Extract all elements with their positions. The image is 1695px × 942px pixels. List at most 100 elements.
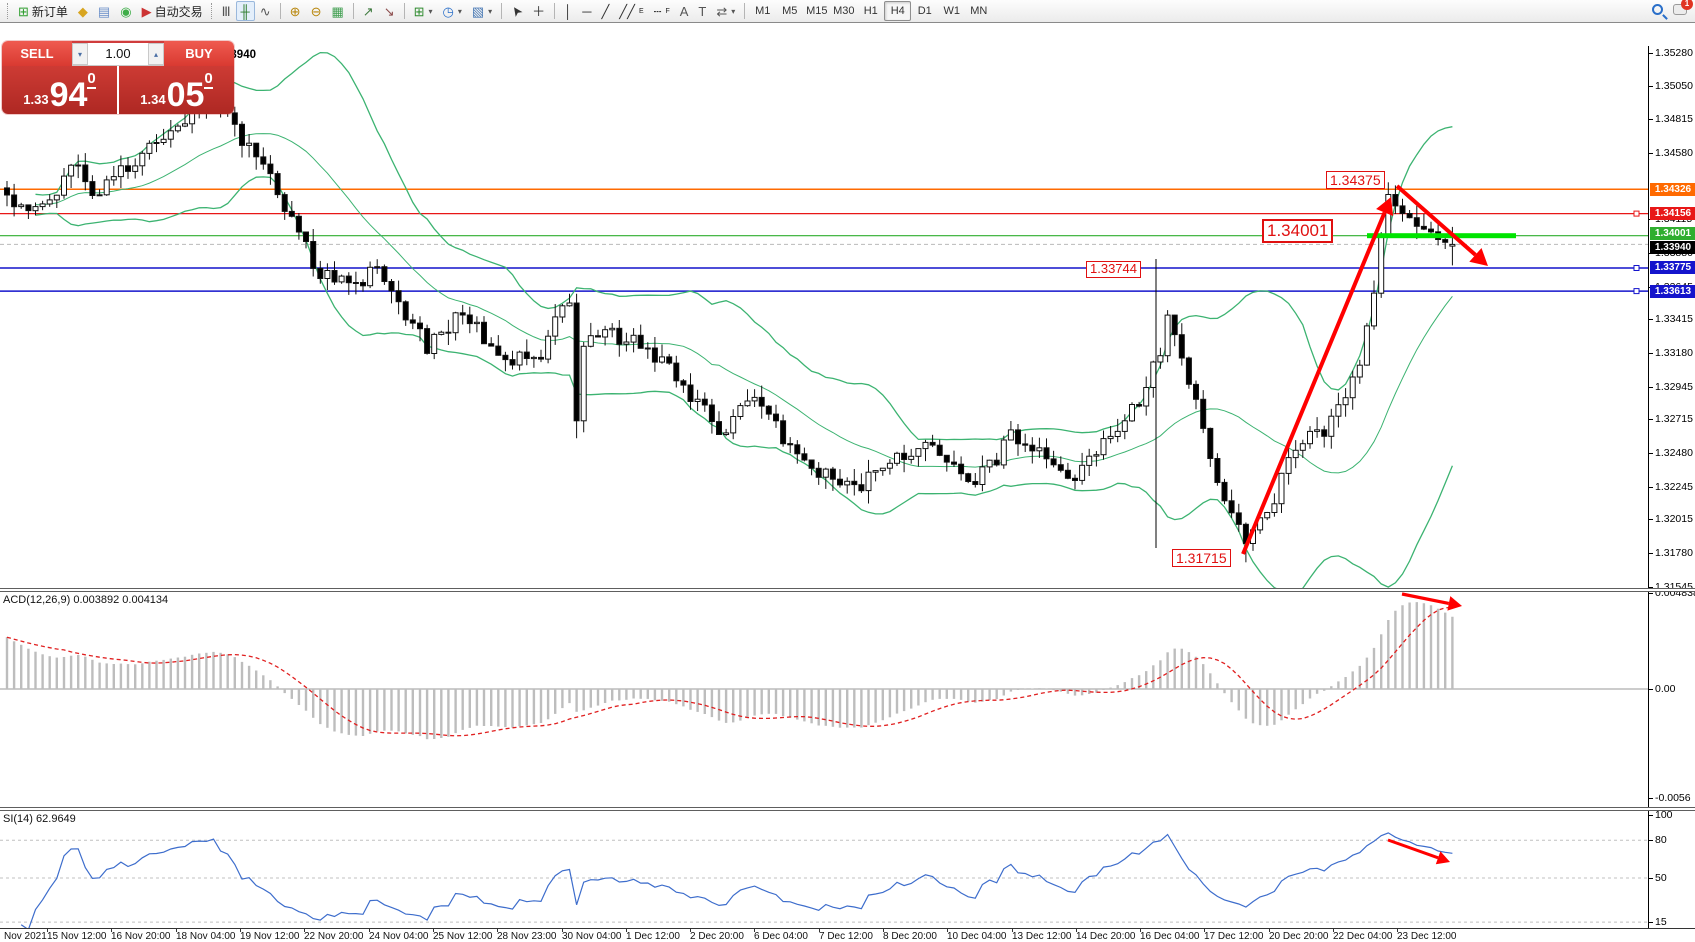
- text-label-button[interactable]: T: [693, 1, 711, 21]
- candle-body: [1314, 429, 1321, 432]
- rsi-panel-splitter[interactable]: [0, 807, 1695, 811]
- crosshair-button[interactable]: ＋: [527, 1, 550, 21]
- volume-decrease-button[interactable]: ▾: [72, 43, 88, 65]
- candle-body: [1185, 357, 1192, 385]
- macd-panel-canvas[interactable]: [0, 592, 1648, 807]
- indicators-button[interactable]: ↗: [358, 1, 379, 21]
- candle-body: [1292, 449, 1299, 459]
- arrows-button[interactable]: ⇄ ▾: [711, 1, 740, 21]
- tf-h1[interactable]: H1: [857, 1, 884, 21]
- candle-body: [865, 471, 872, 492]
- line-selection-handle[interactable]: [1633, 210, 1640, 217]
- line-selection-handle[interactable]: [1633, 265, 1640, 271]
- candle-body: [1442, 239, 1449, 243]
- search-button[interactable]: [1652, 2, 1663, 20]
- market-watch-icon[interactable]: ◆: [73, 1, 93, 21]
- fibonacci-icon: ┄: [653, 3, 662, 19]
- periods-button[interactable]: ◷ ▾: [438, 1, 467, 21]
- candle-body: [46, 199, 53, 205]
- zoom-out-button[interactable]: ⊖: [306, 1, 327, 21]
- tf-mn[interactable]: MN: [965, 1, 992, 21]
- price-callout-label[interactable]: 1.33744: [1086, 261, 1141, 278]
- new-chart-button[interactable]: ⊞ ▾: [409, 1, 438, 21]
- tile-windows-button[interactable]: ▦: [326, 1, 348, 21]
- tf-d1[interactable]: D1: [911, 1, 938, 21]
- sell-button[interactable]: SELL: [2, 41, 72, 66]
- candle-body: [630, 334, 637, 343]
- price-callout-label[interactable]: 1.34001: [1262, 219, 1334, 243]
- trend-arrow-line[interactable]: [1395, 184, 1477, 257]
- sell-price-display[interactable]: 1.33 94 0: [2, 66, 117, 114]
- icon-sub-letter: F: [665, 7, 670, 15]
- trend-arrow-line[interactable]: [1401, 592, 1450, 605]
- chat-button[interactable]: 1: [1673, 0, 1693, 20]
- channel-button[interactable]: ╱╱ E: [614, 1, 648, 21]
- level-price-badge: 1.33775: [1650, 261, 1695, 275]
- trend-arrow-line[interactable]: [1241, 211, 1387, 555]
- level-price-badge: 1.33613: [1650, 284, 1695, 298]
- candle-body: [424, 328, 431, 354]
- price-callout-label[interactable]: 1.31715: [1172, 549, 1231, 568]
- candle-body: [1114, 430, 1121, 437]
- price-axis[interactable]: 1.352801.350501.348151.345801.341151.338…: [1648, 46, 1695, 942]
- candle-body: [886, 462, 893, 469]
- candle-body: [751, 396, 758, 402]
- tf-m30[interactable]: M30: [830, 1, 857, 21]
- tf-h4[interactable]: H4: [884, 1, 912, 21]
- tf-mn-label: MN: [970, 5, 988, 17]
- macd-axis-min: -0.0056: [1649, 792, 1695, 804]
- candle-body: [82, 164, 89, 183]
- macd-panel-splitter[interactable]: [0, 588, 1695, 592]
- tf-m5[interactable]: M5: [776, 1, 803, 21]
- candle-body: [1029, 444, 1036, 452]
- horizontal-line-button[interactable]: ─: [577, 1, 596, 21]
- navigator-icon[interactable]: ▤: [93, 1, 115, 21]
- buy-button[interactable]: BUY: [164, 41, 234, 66]
- time-axis-label: 28 Nov 23:00: [497, 931, 557, 942]
- bar-chart-button[interactable]: Ⅲ: [217, 1, 236, 21]
- cursor-button[interactable]: ➤: [506, 1, 527, 21]
- candle-body: [1178, 334, 1185, 359]
- candle-body: [694, 398, 701, 403]
- tf-m15[interactable]: M15: [803, 1, 830, 21]
- rsi-panel-canvas[interactable]: [0, 811, 1648, 942]
- new-order-button[interactable]: ⊞ 新订单: [13, 1, 73, 21]
- main-chart-canvas[interactable]: [0, 46, 1648, 588]
- line-chart-button[interactable]: ∿: [255, 1, 276, 21]
- candle-body: [936, 444, 943, 456]
- trend-arrow-line[interactable]: [1387, 838, 1439, 860]
- tf-w1[interactable]: W1: [938, 1, 965, 21]
- candle-body: [125, 165, 131, 172]
- time-axis-tick: [304, 929, 305, 932]
- volume-input[interactable]: 1.00: [105, 46, 131, 61]
- candle-body: [545, 335, 552, 360]
- highlight-segment[interactable]: [1367, 233, 1516, 239]
- zoom-in-button[interactable]: ⊕: [285, 1, 306, 21]
- indicator-window-button[interactable]: ↘: [379, 1, 400, 21]
- fibonacci-button[interactable]: ┄ F: [649, 1, 675, 21]
- line-selection-handle[interactable]: [1633, 288, 1640, 295]
- signals-icon[interactable]: ◉: [115, 1, 136, 21]
- vertical-line-button[interactable]: │: [559, 1, 577, 21]
- trendline-button[interactable]: ╱: [596, 1, 614, 21]
- autotrading-button[interactable]: ▶ 自动交易: [137, 1, 208, 21]
- volume-increase-button[interactable]: ▴: [148, 43, 164, 65]
- tf-m1[interactable]: M1: [749, 1, 776, 21]
- candle-body: [602, 329, 609, 338]
- buy-price-display[interactable]: 1.34 05 0: [119, 66, 234, 114]
- toolbar-separator: [352, 3, 354, 19]
- price-axis-tick: 1.34580: [1649, 147, 1695, 159]
- time-axis-tick: [819, 929, 820, 932]
- candle-body: [851, 480, 858, 486]
- time-axis[interactable]: Nov 2021 15 Nov 12:00 16 Nov 20:00 18 Nov 0…: [0, 928, 1695, 942]
- price-callout-label[interactable]: 1.34375: [1326, 171, 1385, 190]
- time-axis-label: 7 Dec 12:00: [819, 931, 873, 942]
- candle-body: [815, 467, 822, 478]
- candle-body: [153, 142, 160, 144]
- candle-body: [530, 356, 537, 360]
- candle-body: [1420, 225, 1427, 230]
- candlestick-chart-button[interactable]: ╫: [235, 1, 255, 21]
- templates-button[interactable]: ▧ ▾: [467, 1, 497, 21]
- text-button[interactable]: A: [675, 1, 694, 21]
- trendline-icon: ╱: [601, 3, 610, 19]
